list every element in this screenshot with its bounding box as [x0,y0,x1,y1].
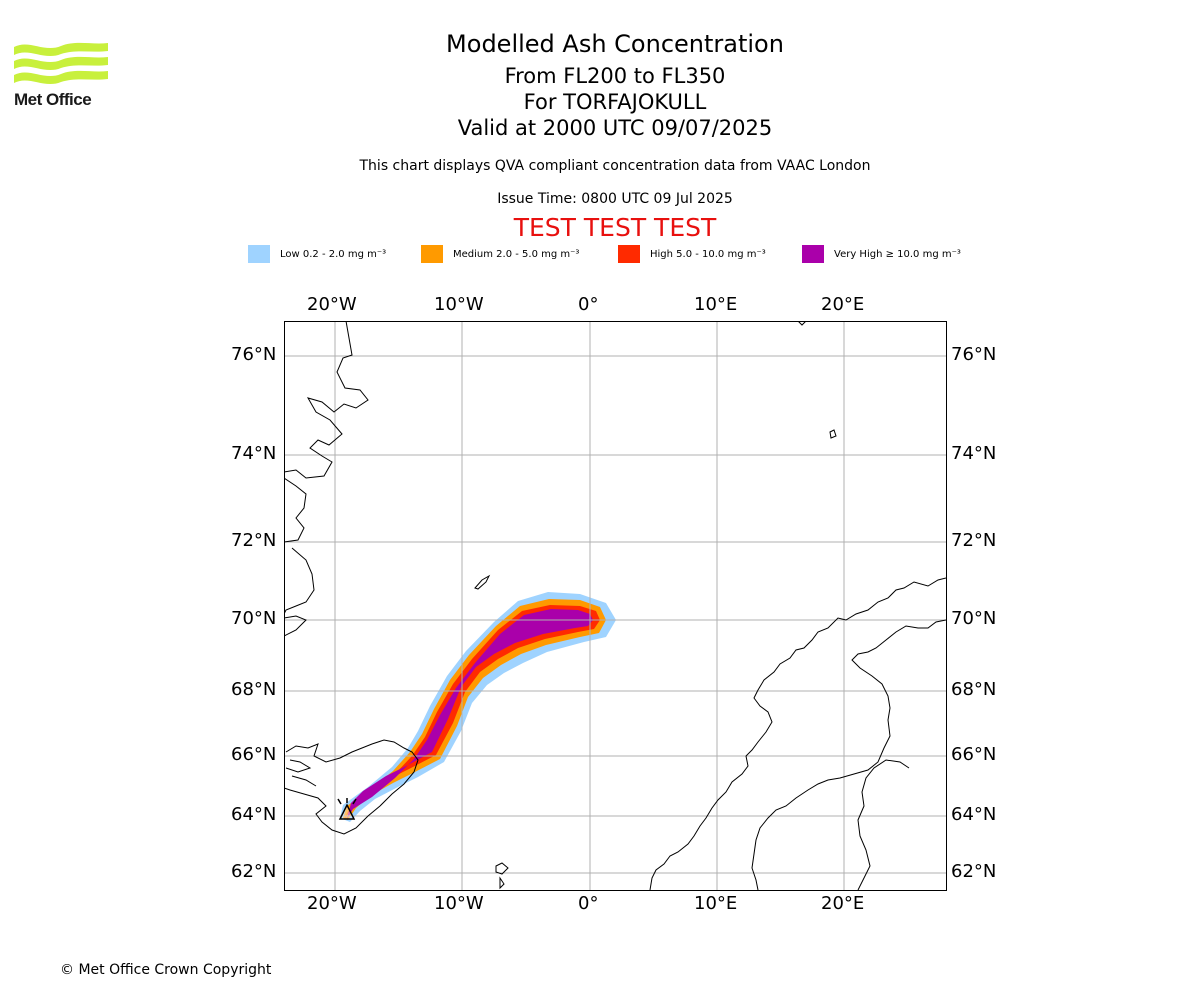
lon-label-top-10w: 10°W [434,294,484,315]
legend-item-high: High 5.0 - 10.0 mg m⁻³ [618,244,766,264]
lat-label-left-64n: 64°N [231,804,277,825]
copyright: © Met Office Crown Copyright [60,962,272,978]
lat-label-left-70n: 70°N [231,608,277,629]
issue-time: Issue Time: 0800 UTC 09 Jul 2025 [497,191,733,207]
lat-label-right-70n: 70°N [951,608,997,629]
legend-swatch-low [248,245,270,263]
lat-label-right-72n: 72°N [951,530,997,551]
chart-subtitle: This chart displays QVA compliant concen… [359,158,871,174]
lat-label-left-76n: 76°N [231,344,277,365]
lat-label-left-62n: 62°N [231,861,277,882]
lon-label-top-0: 0° [578,294,599,315]
volcano-icon [337,798,357,820]
flight-levels: From FL200 to FL350 [504,64,726,88]
volcano-name: For TORFAJOKULL [523,90,707,114]
coastlines [284,321,946,890]
lat-label-left-72n: 72°N [231,530,277,551]
map-frame [284,321,947,891]
legend-label-high: High 5.0 - 10.0 mg m⁻³ [650,248,766,260]
ash-layer-high [344,605,600,820]
lon-label-top-10e: 10°E [694,294,738,315]
lat-label-right-64n: 64°N [951,804,997,825]
lon-label-top-20e: 20°E [821,294,865,315]
coastline-greenland [284,321,369,637]
lon-label-bottom-20e: 20°E [821,893,865,914]
lat-label-left-74n: 74°N [231,443,277,464]
coastline-norway-interior [751,619,946,890]
graticule [284,321,946,890]
coastline-bear-island [829,429,837,439]
lat-label-right-62n: 62°N [951,861,997,882]
met-office-wordmark: Met Office [14,90,92,109]
lat-label-right-66n: 66°N [951,744,997,765]
met-office-logo [14,42,108,85]
lat-label-right-74n: 74°N [951,443,997,464]
lon-label-bottom-10e: 10°E [694,893,738,914]
lon-label-bottom-0: 0° [578,893,599,914]
coastline-jan-mayen [474,574,491,590]
ash-map [284,321,947,891]
chart-title: Modelled Ash Concentration [446,30,784,58]
lon-label-bottom-10w: 10°W [434,893,484,914]
coastline-svalbard [797,321,807,326]
valid-time: Valid at 2000 UTC 09/07/2025 [457,116,773,140]
legend-swatch-very-high [802,245,824,263]
legend-item-very-high: Very High ≥ 10.0 mg m⁻³ [802,244,961,264]
coastline-norway [649,577,946,890]
test-banner: TEST TEST TEST [513,213,717,242]
coastline-sweden-finland [857,759,910,890]
lat-label-left-66n: 66°N [231,744,277,765]
legend-swatch-high [618,245,640,263]
legend-item-low: Low 0.2 - 2.0 mg m⁻³ [248,244,386,264]
legend-item-medium: Medium 2.0 - 5.0 mg m⁻³ [421,244,579,264]
lon-label-top-20w: 20°W [307,294,357,315]
coastline-faroe [495,862,509,890]
lat-label-left-68n: 68°N [231,679,277,700]
lat-label-right-76n: 76°N [951,344,997,365]
lat-label-right-68n: 68°N [951,679,997,700]
map-background [284,321,946,890]
legend-label-medium: Medium 2.0 - 5.0 mg m⁻³ [453,248,580,260]
legend-swatch-medium [421,245,443,263]
lon-label-bottom-20w: 20°W [307,893,357,914]
coastline-iceland [284,739,419,835]
legend-label-low: Low 0.2 - 2.0 mg m⁻³ [280,248,387,260]
legend-label-very-high: Very High ≥ 10.0 mg m⁻³ [834,248,961,260]
